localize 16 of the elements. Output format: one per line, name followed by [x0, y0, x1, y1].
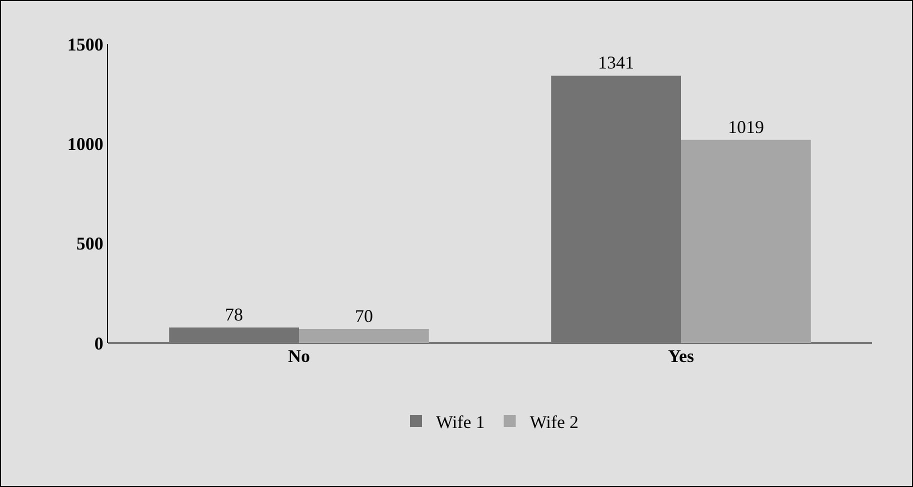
legend-label: Wife 1	[436, 412, 485, 432]
y-tick-label: 1500	[67, 34, 104, 54]
data-label: 1341	[598, 52, 634, 73]
bar	[169, 327, 299, 343]
data-label: 1019	[728, 116, 764, 137]
data-label: 70	[354, 306, 373, 326]
legend-label: Wife 2	[530, 412, 579, 432]
y-tick-label: 1000	[67, 134, 104, 154]
bar	[681, 140, 811, 343]
bar	[299, 329, 429, 343]
x-tick-label: No	[288, 346, 310, 366]
x-tick-label: Yes	[668, 346, 694, 366]
data-label: 78	[225, 304, 244, 324]
bar	[551, 76, 681, 343]
y-tick-label: 500	[76, 234, 104, 254]
y-tick-label: 0	[94, 333, 104, 354]
